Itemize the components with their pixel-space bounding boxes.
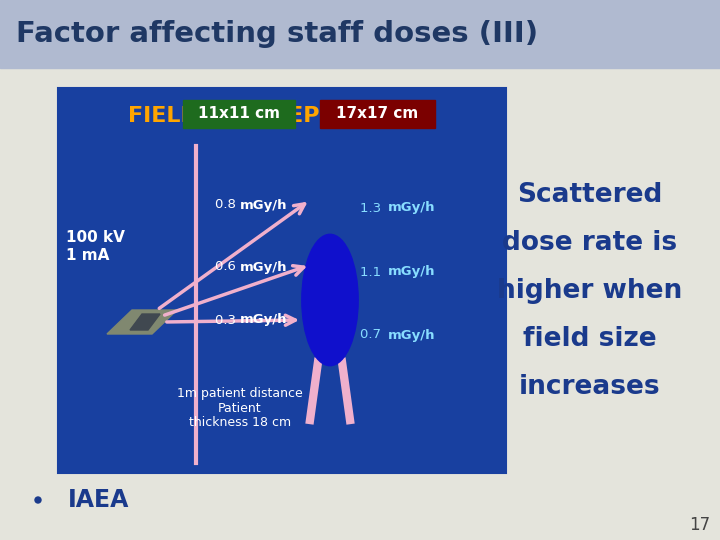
Text: higher when: higher when bbox=[498, 278, 683, 304]
Text: 0.7: 0.7 bbox=[360, 328, 385, 341]
Polygon shape bbox=[107, 310, 177, 334]
Text: 1 mA: 1 mA bbox=[66, 247, 109, 262]
Text: mGy/h: mGy/h bbox=[388, 328, 436, 341]
Text: 0.6: 0.6 bbox=[215, 260, 240, 273]
Circle shape bbox=[35, 497, 41, 503]
Text: 0.8: 0.8 bbox=[215, 199, 240, 212]
Text: Factor affecting staff doses (III): Factor affecting staff doses (III) bbox=[16, 20, 538, 48]
Text: 1m patient distance: 1m patient distance bbox=[177, 387, 303, 400]
Text: increases: increases bbox=[519, 374, 661, 400]
Text: 100 kV: 100 kV bbox=[66, 231, 125, 246]
Text: mGy/h: mGy/h bbox=[240, 260, 287, 273]
Text: 17x17 cm: 17x17 cm bbox=[336, 106, 418, 122]
Text: 1.3: 1.3 bbox=[360, 201, 385, 214]
Text: 1.1: 1.1 bbox=[360, 266, 385, 279]
Bar bbox=[320, 100, 435, 128]
Text: 11x11 cm: 11x11 cm bbox=[198, 106, 280, 122]
Text: 0.3: 0.3 bbox=[215, 314, 240, 327]
Text: mGy/h: mGy/h bbox=[388, 266, 436, 279]
Text: Scattered: Scattered bbox=[517, 182, 662, 208]
Text: 17: 17 bbox=[690, 516, 711, 534]
Bar bbox=[0, 0, 720, 68]
Text: Patient: Patient bbox=[218, 402, 262, 415]
Text: FIELD SIZE DEPENDENCE: FIELD SIZE DEPENDENCE bbox=[127, 106, 436, 126]
Bar bbox=[183, 100, 295, 128]
Text: mGy/h: mGy/h bbox=[240, 314, 287, 327]
Ellipse shape bbox=[302, 235, 358, 365]
Bar bbox=[58, 88, 506, 473]
Text: IAEA: IAEA bbox=[68, 488, 130, 512]
Polygon shape bbox=[130, 314, 160, 330]
Text: mGy/h: mGy/h bbox=[240, 199, 287, 212]
Text: thickness 18 cm: thickness 18 cm bbox=[189, 416, 291, 429]
Text: dose rate is: dose rate is bbox=[503, 230, 678, 256]
Text: mGy/h: mGy/h bbox=[388, 201, 436, 214]
Text: field size: field size bbox=[523, 326, 657, 352]
